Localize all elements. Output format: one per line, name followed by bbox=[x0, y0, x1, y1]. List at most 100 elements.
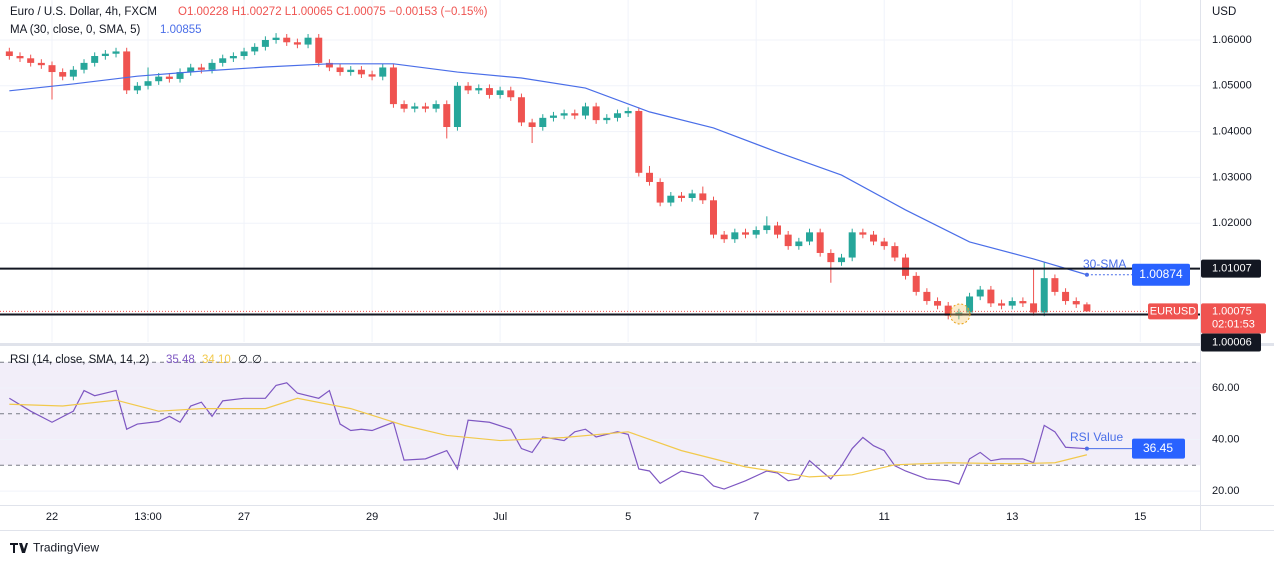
candle-body bbox=[133, 85, 141, 91]
candle-body bbox=[69, 69, 77, 77]
x-tick-label: 22 bbox=[46, 511, 58, 523]
candle-body bbox=[966, 296, 974, 313]
indicator-value: ∅ bbox=[238, 354, 248, 366]
candle-body bbox=[603, 117, 611, 121]
candle-body bbox=[293, 42, 301, 45]
hline-label: 1.01007 bbox=[1212, 263, 1252, 275]
candle-body bbox=[549, 115, 557, 118]
candle-body bbox=[720, 234, 728, 240]
rsi-line bbox=[9, 382, 1087, 490]
value-badge bbox=[1132, 263, 1190, 286]
candle-body bbox=[357, 69, 365, 75]
candle-body bbox=[379, 67, 387, 77]
candle-body bbox=[389, 67, 397, 105]
candle-body bbox=[475, 88, 483, 91]
candle-body bbox=[27, 58, 35, 63]
value-badge bbox=[1132, 438, 1185, 459]
candle-body bbox=[709, 200, 717, 235]
candle-body bbox=[581, 106, 589, 116]
x-tick-label: 5 bbox=[625, 511, 631, 523]
candle-body bbox=[592, 106, 600, 121]
hline-label: 1.00006 bbox=[1212, 336, 1252, 348]
series-legend: MA (30, close, 0, SMA, 5) bbox=[10, 24, 141, 36]
candle-body bbox=[902, 257, 910, 276]
highlight-marker bbox=[949, 303, 971, 325]
last-price-badge bbox=[1201, 303, 1266, 334]
series-legend-value: 1.00855 bbox=[160, 24, 202, 36]
symbol-label: EURUSD bbox=[1150, 305, 1197, 317]
candle-body bbox=[560, 113, 568, 116]
annotation: RSI Value bbox=[1070, 430, 1123, 444]
x-tick-label: 29 bbox=[366, 511, 378, 523]
candle-body bbox=[1062, 291, 1070, 302]
candle-body bbox=[219, 58, 227, 63]
candle-body bbox=[453, 85, 461, 128]
indicator-title: RSI (14, close, SMA, 14, 2) bbox=[10, 354, 150, 366]
x-tick-label: 27 bbox=[238, 511, 250, 523]
candle-body bbox=[155, 76, 163, 82]
y-tick-label: 1.05000 bbox=[1212, 80, 1252, 92]
candle-body bbox=[571, 113, 579, 116]
rsi-ma-line bbox=[9, 397, 1088, 478]
y-tick-label: 20.00 bbox=[1212, 485, 1240, 497]
currency: USD bbox=[1212, 6, 1236, 18]
candle-body bbox=[774, 225, 782, 235]
countdown: 02:01:53 bbox=[1212, 318, 1255, 330]
candle-body bbox=[859, 232, 867, 235]
y-tick-label: 1.06000 bbox=[1212, 34, 1252, 46]
hline-badge bbox=[1201, 259, 1261, 278]
candle-body bbox=[816, 232, 824, 253]
last-price: 1.00075 bbox=[1212, 305, 1252, 317]
candle-body bbox=[251, 46, 259, 52]
candle-body bbox=[464, 85, 472, 91]
candle-body bbox=[688, 193, 696, 198]
candle-body bbox=[187, 67, 195, 73]
candle-body bbox=[923, 291, 931, 302]
candle-body bbox=[880, 241, 888, 247]
candle-body bbox=[197, 67, 205, 70]
candle-body bbox=[325, 62, 333, 68]
candle-body bbox=[613, 113, 621, 118]
y-tick-label: 1.04000 bbox=[1212, 125, 1252, 137]
indicator-value: ∅ bbox=[252, 354, 262, 366]
candle-body bbox=[240, 51, 248, 57]
candle-body bbox=[784, 234, 792, 247]
candle-body bbox=[432, 104, 440, 109]
candle-body bbox=[208, 62, 216, 70]
ohlc-info: O1.00228 H1.00272 L1.00065 C1.00075 −0.0… bbox=[178, 6, 488, 18]
candle-body bbox=[827, 252, 835, 263]
candle-body bbox=[528, 122, 536, 128]
candle-body bbox=[59, 72, 67, 77]
candle-body bbox=[539, 117, 547, 128]
candle-body bbox=[677, 195, 685, 198]
candle-body bbox=[741, 232, 749, 235]
candle-body bbox=[165, 76, 173, 79]
x-tick-label: 13 bbox=[1006, 511, 1018, 523]
y-tick-label: 60.00 bbox=[1212, 382, 1240, 394]
candle-body bbox=[645, 172, 653, 182]
y-tick-label: 1.02000 bbox=[1212, 217, 1252, 229]
candle-body bbox=[667, 195, 675, 203]
candle-body bbox=[5, 51, 13, 57]
candle-body bbox=[976, 289, 984, 297]
candle-body bbox=[870, 234, 878, 242]
value-badge-text: 1.00874 bbox=[1139, 267, 1183, 281]
candle-body bbox=[998, 303, 1006, 306]
symbol-title: Euro / U.S. Dollar, 4h, FXCM bbox=[10, 6, 157, 18]
candle-body bbox=[731, 232, 739, 240]
x-tick-label: 15 bbox=[1134, 511, 1146, 523]
brand-logo bbox=[10, 543, 28, 553]
candle-body bbox=[91, 56, 99, 63]
candle-body bbox=[421, 106, 429, 109]
candle-body bbox=[1019, 301, 1027, 304]
candle-body bbox=[48, 65, 56, 73]
candle-body bbox=[763, 225, 771, 231]
candle-body bbox=[1051, 278, 1059, 292]
candle-body bbox=[806, 232, 814, 242]
candle-body bbox=[336, 67, 344, 73]
labels: 1.06000 1.05000 1.04000 1.03000 1.02000 22 13:… bbox=[10, 6, 1266, 523]
moving-average bbox=[9, 63, 1088, 276]
candle-body bbox=[891, 246, 899, 258]
